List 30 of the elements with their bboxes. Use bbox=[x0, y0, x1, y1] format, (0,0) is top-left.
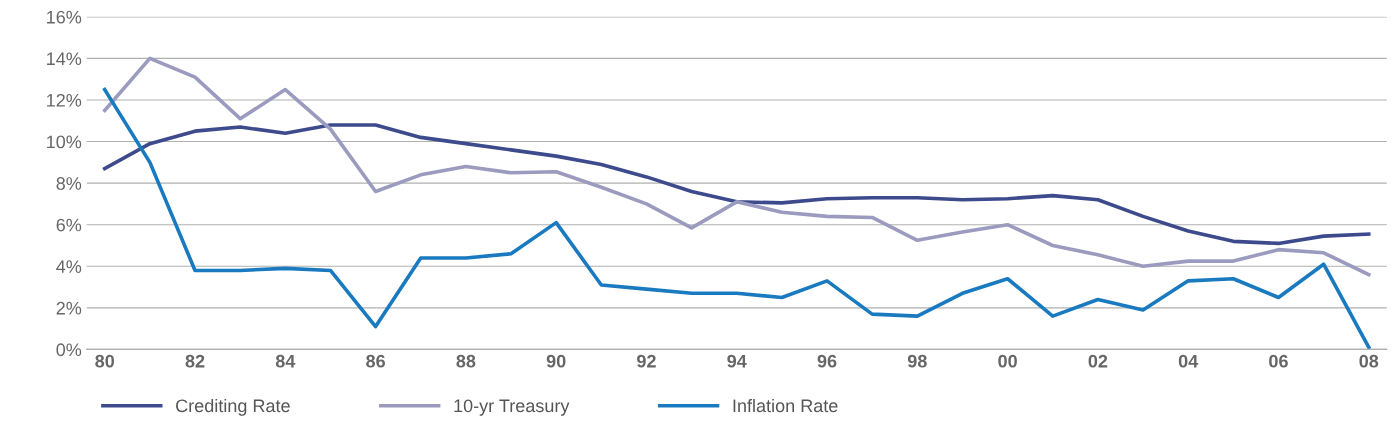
y-tick-label: 6% bbox=[56, 218, 82, 232]
legend-label: 10-yr Treasury bbox=[454, 399, 570, 416]
legend-label: Crediting Rate bbox=[176, 398, 290, 416]
x-tick-label: 98 bbox=[907, 354, 927, 368]
y-tick-label: 0% bbox=[56, 343, 82, 357]
y-tick-label: 2% bbox=[56, 301, 82, 315]
line-series bbox=[102, 56, 1371, 277]
x-tick-label: 80 bbox=[95, 354, 115, 368]
x-tick-label: 02 bbox=[1088, 354, 1108, 368]
x-tick-label: 82 bbox=[185, 354, 205, 368]
x-tick-label: 94 bbox=[727, 354, 747, 368]
x-tick-label: 92 bbox=[637, 354, 656, 368]
y-tick-label: 14% bbox=[47, 52, 82, 66]
line-series bbox=[102, 123, 1371, 246]
y-tick-label: 8% bbox=[56, 177, 82, 190]
x-tick-label: 04 bbox=[1178, 354, 1199, 368]
y-tick-label: 12% bbox=[47, 93, 82, 107]
x-tick-label: 88 bbox=[456, 354, 476, 368]
y-tick-label: 4% bbox=[56, 260, 82, 273]
y-tick-label: 10% bbox=[47, 135, 82, 149]
y-tick-label: 16% bbox=[47, 10, 82, 24]
legend-label: Inflation Rate bbox=[733, 398, 838, 413]
x-tick-label: 08 bbox=[1359, 354, 1379, 368]
x-tick-label: 90 bbox=[546, 354, 566, 368]
x-tick-label: 86 bbox=[366, 354, 385, 368]
x-tick-label: 00 bbox=[998, 354, 1017, 368]
line-series bbox=[102, 87, 1371, 350]
x-tick-label: 96 bbox=[817, 354, 837, 368]
x-tick-label: 84 bbox=[275, 354, 296, 368]
x-tick-label: 06 bbox=[1269, 354, 1288, 368]
